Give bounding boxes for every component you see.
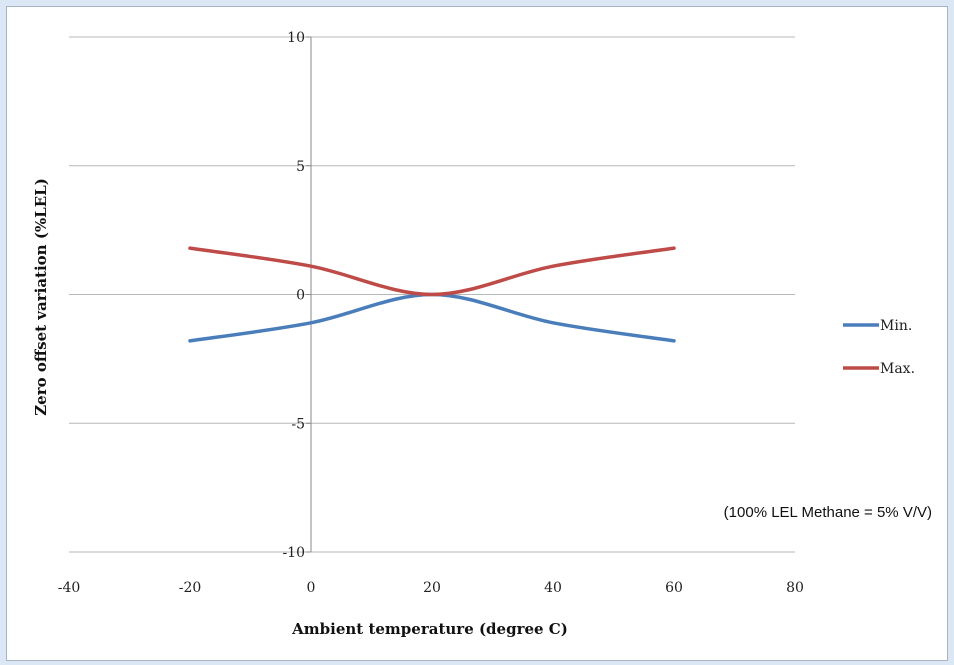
series-line-max — [188, 246, 676, 297]
series-lines — [188, 246, 676, 343]
x-tick-label: 40 — [544, 580, 562, 596]
series-line-min — [188, 292, 676, 343]
x-tick-label: 20 — [423, 580, 441, 596]
x-axis-title: Ambient temperature (degree C) — [291, 620, 568, 638]
x-tick-label: 80 — [786, 580, 804, 596]
x-tick-label: 0 — [307, 580, 316, 596]
x-tick-label: 60 — [665, 580, 683, 596]
y-tick-label: 0 — [296, 288, 305, 304]
legend: Min. Max. — [843, 318, 915, 377]
annotation-note: (100% LEL Methane = 5% V/V) — [724, 504, 932, 521]
y-tick-label: -10 — [282, 545, 305, 561]
legend-label: Max. — [880, 361, 915, 377]
y-axis-title: Zero offset variation (%LEL) — [32, 178, 50, 416]
x-tick-labels: -40 -20 0 20 40 60 80 — [58, 580, 804, 596]
x-tick-label: -20 — [179, 580, 202, 596]
chart-frame: -40 -20 0 20 40 60 80 10 5 0 -5 -10 Ambient temper… — [6, 6, 948, 661]
y-tick-labels: 10 5 0 -5 -10 — [282, 30, 305, 561]
legend-label: Min. — [880, 318, 912, 334]
x-tick-label: -40 — [58, 580, 81, 596]
y-tick-label: 5 — [296, 159, 305, 175]
y-tick-label: -5 — [291, 416, 305, 432]
zero-offset-chart: -40 -20 0 20 40 60 80 10 5 0 -5 -10 Ambient temper… — [32, 30, 932, 638]
y-tick-label: 10 — [287, 30, 305, 46]
